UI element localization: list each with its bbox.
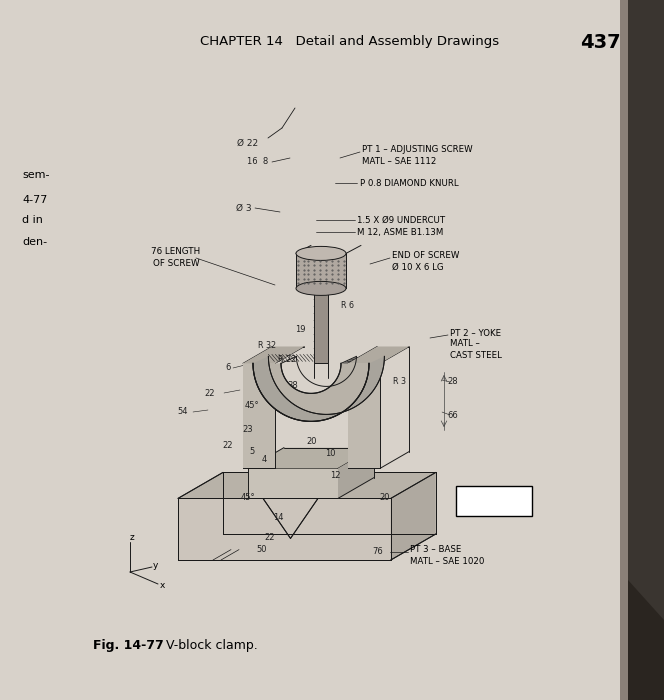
Polygon shape	[243, 363, 275, 468]
Text: 4-77: 4-77	[22, 195, 47, 205]
Text: 54: 54	[178, 407, 189, 416]
Text: 22: 22	[222, 440, 233, 449]
Text: z: z	[129, 533, 134, 542]
Text: 76 LENGTH: 76 LENGTH	[151, 248, 201, 256]
Text: 10: 10	[325, 449, 335, 458]
Polygon shape	[248, 468, 338, 498]
Text: 6: 6	[225, 363, 230, 372]
Text: 14: 14	[273, 512, 284, 522]
Text: 66: 66	[448, 410, 458, 419]
Text: sem-: sem-	[22, 170, 50, 180]
Text: R 32: R 32	[258, 340, 276, 349]
Text: 22: 22	[265, 533, 276, 542]
Polygon shape	[296, 253, 346, 288]
Text: R 22: R 22	[278, 356, 296, 365]
Text: MATL – SAE 1020: MATL – SAE 1020	[410, 556, 484, 566]
Text: M 12, ASME B1.13M: M 12, ASME B1.13M	[357, 228, 444, 237]
Text: x: x	[159, 582, 165, 591]
Text: 19: 19	[295, 326, 305, 335]
Text: OF SCREW: OF SCREW	[153, 260, 199, 269]
Text: 4: 4	[262, 456, 267, 465]
Text: 22: 22	[205, 389, 215, 398]
Polygon shape	[628, 580, 664, 700]
Text: 50: 50	[257, 545, 267, 554]
Text: 28: 28	[448, 377, 458, 386]
Text: CHAPTER 14   Detail and Assembly Drawings: CHAPTER 14 Detail and Assembly Drawings	[201, 36, 499, 48]
Text: END OF SCREW: END OF SCREW	[392, 251, 459, 260]
Text: 76: 76	[373, 547, 383, 556]
Text: METRIC: METRIC	[468, 492, 520, 512]
Text: MATL –: MATL –	[450, 340, 480, 349]
Text: y: y	[152, 561, 157, 570]
Text: 45°: 45°	[245, 400, 260, 410]
Text: CAST STEEL: CAST STEEL	[450, 351, 502, 360]
Polygon shape	[178, 473, 436, 498]
Text: 20: 20	[307, 438, 317, 447]
Polygon shape	[248, 447, 374, 468]
Text: 1.5 X Ø9 UNDERCUT: 1.5 X Ø9 UNDERCUT	[357, 216, 445, 225]
Polygon shape	[253, 356, 384, 421]
Polygon shape	[338, 447, 374, 498]
Bar	[620, 0, 630, 700]
Text: 45°: 45°	[240, 493, 256, 501]
Text: V-block clamp.: V-block clamp.	[166, 638, 258, 652]
Text: 12: 12	[330, 470, 340, 480]
Text: P 0.8 DIAMOND KNURL: P 0.8 DIAMOND KNURL	[360, 178, 459, 188]
Bar	[628, 0, 664, 700]
Text: Fig. 14-77: Fig. 14-77	[93, 638, 164, 652]
Text: PT 3 – BASE: PT 3 – BASE	[410, 545, 461, 554]
Text: 5: 5	[250, 447, 254, 456]
Text: PT 2 – YOKE: PT 2 – YOKE	[450, 328, 501, 337]
Text: 20: 20	[380, 494, 390, 503]
Polygon shape	[243, 346, 304, 363]
Text: MATL – SAE 1112: MATL – SAE 1112	[362, 157, 436, 165]
Polygon shape	[314, 288, 328, 363]
FancyBboxPatch shape	[456, 486, 532, 516]
Polygon shape	[253, 363, 369, 421]
Polygon shape	[348, 363, 380, 468]
Text: R 6: R 6	[341, 300, 355, 309]
Text: 23: 23	[242, 426, 253, 435]
Polygon shape	[391, 473, 436, 560]
Ellipse shape	[296, 246, 346, 260]
Text: PT 1 – ADJUSTING SCREW: PT 1 – ADJUSTING SCREW	[362, 146, 473, 155]
Text: 38: 38	[288, 381, 298, 389]
Ellipse shape	[296, 281, 346, 295]
Polygon shape	[178, 498, 391, 560]
Polygon shape	[348, 346, 409, 363]
Text: 16  8: 16 8	[247, 158, 268, 167]
Text: Ø 22: Ø 22	[237, 139, 258, 148]
Text: R 3: R 3	[394, 377, 406, 386]
Text: Ø 10 X 6 LG: Ø 10 X 6 LG	[392, 262, 444, 272]
Text: d in: d in	[22, 215, 43, 225]
Text: Ø 3: Ø 3	[236, 204, 252, 213]
Text: 437: 437	[580, 32, 620, 52]
Text: den-: den-	[22, 237, 47, 247]
